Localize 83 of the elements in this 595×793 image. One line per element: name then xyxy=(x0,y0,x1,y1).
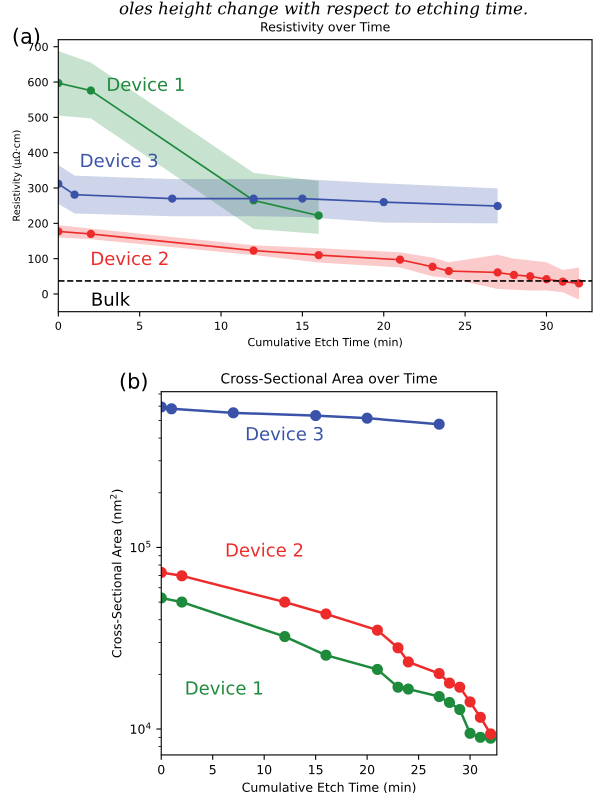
point xyxy=(380,198,388,206)
y-tick-label: 300 xyxy=(28,184,48,192)
series-label: Device 3 xyxy=(246,426,323,441)
point xyxy=(493,268,502,277)
point xyxy=(249,246,258,255)
point xyxy=(464,728,476,739)
point xyxy=(86,230,96,238)
text: (b) xyxy=(120,372,147,392)
point xyxy=(176,570,188,582)
series-label: Device 2 xyxy=(226,542,302,557)
y-tick-label: 500 xyxy=(28,113,48,122)
point xyxy=(434,668,445,680)
point xyxy=(298,194,307,203)
y-tick-label: 100 xyxy=(28,254,48,264)
point xyxy=(402,656,414,668)
point xyxy=(362,412,373,424)
point xyxy=(168,194,176,203)
point xyxy=(228,407,239,418)
point xyxy=(320,650,332,661)
y-tick-label: 0 xyxy=(42,290,48,298)
chart-title: Cross-Sectional Area over Time xyxy=(221,372,437,384)
x-axis-title: Cumulative Etch Time (min) xyxy=(242,782,416,793)
ref-line-label: Bulk xyxy=(92,292,130,306)
point xyxy=(428,262,437,271)
text: Device 1 xyxy=(186,680,262,695)
x-tick-label: 25 xyxy=(458,322,472,330)
series-label: Device 3 xyxy=(81,153,158,168)
point xyxy=(434,418,445,430)
point xyxy=(166,403,178,414)
point xyxy=(396,256,404,264)
y-tick-label: 400 xyxy=(28,148,48,158)
point xyxy=(444,678,456,689)
y-tick-label: 200 xyxy=(28,219,48,228)
point xyxy=(310,410,322,422)
point xyxy=(86,86,96,95)
y-tick-label: 10$^{4}$ xyxy=(130,722,151,734)
y-tick-label: 10$^{5}$ xyxy=(130,540,150,552)
point xyxy=(574,279,584,288)
x-tick-label: 10 xyxy=(215,322,228,330)
point xyxy=(485,728,496,740)
x-tick-label: 0 xyxy=(158,764,164,774)
x-tick-label: 20 xyxy=(360,764,374,774)
x-tick-label: 25 xyxy=(412,764,426,774)
point xyxy=(372,664,383,675)
point xyxy=(320,608,332,620)
chart-title: Resistivity over Time xyxy=(261,22,390,34)
x-tick-label: 0 xyxy=(56,322,62,330)
point xyxy=(434,690,445,702)
point xyxy=(493,202,502,210)
point xyxy=(279,631,290,642)
point xyxy=(526,272,534,280)
point xyxy=(314,250,323,260)
x-tick-label: 20 xyxy=(377,322,390,330)
point xyxy=(444,696,456,708)
point xyxy=(372,624,383,636)
point xyxy=(464,696,476,708)
text: oles height change with respect to etching time. xyxy=(120,2,527,18)
y-axis-title: Cross-Sectional Area (nm$^{2}$) xyxy=(110,490,123,658)
x-tick-label: 5 xyxy=(136,322,142,330)
x-tick-label: 15 xyxy=(296,322,308,330)
point xyxy=(279,596,290,608)
series-label: Device 2 xyxy=(92,251,168,266)
point xyxy=(454,682,466,693)
point xyxy=(444,266,453,276)
x-tick-label: 30 xyxy=(463,764,478,774)
point xyxy=(314,211,323,220)
x-tick-label: 15 xyxy=(309,765,323,774)
point xyxy=(70,190,79,199)
point xyxy=(454,704,466,716)
x-axis-title: Cumulative Etch Time (min) xyxy=(248,338,402,348)
y-axis-title: Resistivity (μΩ·cm) xyxy=(12,130,22,221)
point xyxy=(474,712,486,723)
point xyxy=(392,682,404,693)
point xyxy=(402,684,414,695)
point xyxy=(510,270,518,280)
point xyxy=(176,596,188,608)
point xyxy=(474,732,486,743)
y-tick-label: 600 xyxy=(28,78,48,86)
x-tick-label: 30 xyxy=(540,322,553,330)
x-tick-label: 5 xyxy=(210,765,216,774)
series-label: Device 1 xyxy=(108,77,184,92)
point xyxy=(392,642,404,654)
x-tick-label: 10 xyxy=(258,764,272,774)
